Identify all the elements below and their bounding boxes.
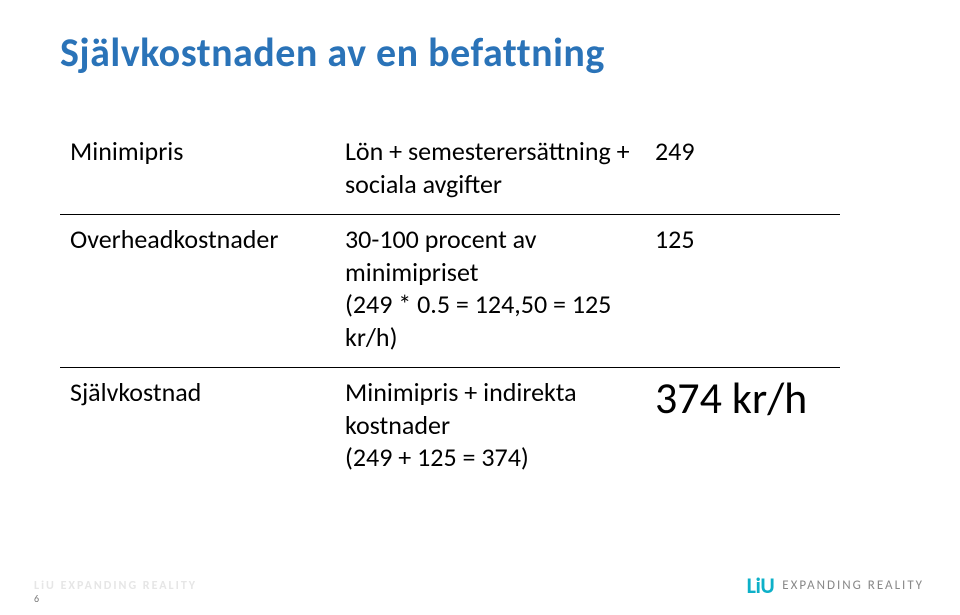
row-label: Självkostnad — [60, 368, 335, 488]
row-label: Minimipris — [60, 127, 335, 215]
row-value: 125 — [645, 215, 840, 368]
table-row: Overheadkostnader 30-100 procent av mini… — [60, 215, 840, 368]
logo-text: LiU — [747, 572, 775, 599]
footer-faded-text: LiU EXPANDING REALITY — [34, 579, 197, 593]
row-desc: 30-100 procent av minimipriset(249 * 0.5… — [335, 215, 645, 368]
footer-logo: LiU EXPANDING REALITY — [747, 572, 924, 599]
cost-table: Minimipris Lön + semesterersättning + so… — [60, 127, 840, 488]
slide: Självkostnaden av en befattning Minimipr… — [0, 0, 960, 615]
table-row: Minimipris Lön + semesterersättning + so… — [60, 127, 840, 215]
slide-title: Självkostnaden av en befattning — [60, 28, 900, 77]
row-desc: Minimipris + indirekta kostnader(249 + 1… — [335, 368, 645, 488]
logo-tagline: EXPANDING REALITY — [782, 578, 924, 593]
row-value: 249 — [645, 127, 840, 215]
page-number: 6 — [34, 592, 39, 605]
row-desc: Lön + semesterersättning + sociala avgif… — [335, 127, 645, 215]
row-label: Overheadkostnader — [60, 215, 335, 368]
row-value: 374 kr/h — [645, 368, 840, 488]
result-value: 374 kr/h — [655, 371, 807, 425]
table-row: Självkostnad Minimipris + indirekta kost… — [60, 368, 840, 488]
